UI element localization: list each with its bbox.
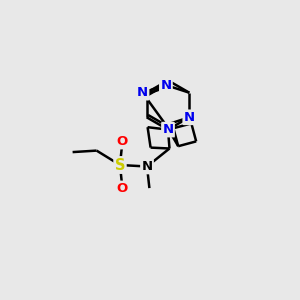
Text: N: N	[184, 111, 195, 124]
Text: N: N	[141, 160, 153, 173]
Text: O: O	[117, 135, 128, 148]
Text: N: N	[137, 86, 148, 99]
Text: S: S	[115, 158, 125, 172]
Text: O: O	[117, 182, 128, 195]
Text: N: N	[162, 123, 174, 136]
Text: N: N	[160, 79, 172, 92]
